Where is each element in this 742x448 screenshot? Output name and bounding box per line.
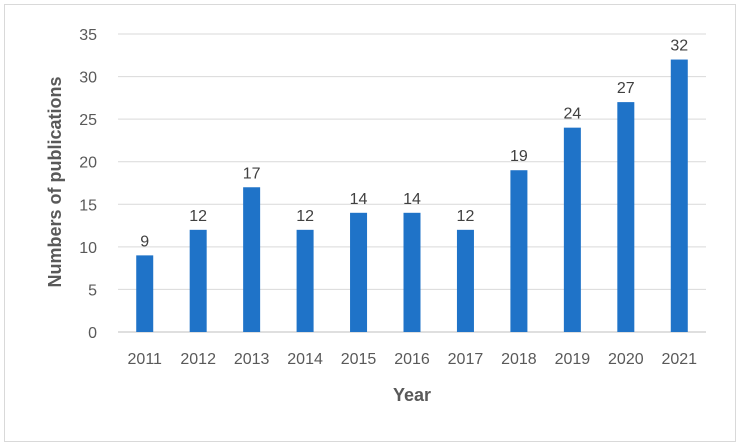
- bar: [563, 127, 581, 333]
- bar: [456, 229, 474, 332]
- bar: [136, 255, 154, 332]
- x-tick-label: 2013: [234, 351, 270, 368]
- bar: [403, 212, 421, 332]
- y-tick-label: 20: [79, 155, 97, 172]
- bars: [136, 59, 688, 333]
- y-tick-label: 25: [79, 112, 97, 129]
- bar: [296, 229, 314, 332]
- gridlines: [118, 33, 706, 333]
- y-tick-label: 15: [79, 197, 97, 214]
- x-tick-label: 2017: [448, 351, 484, 368]
- data-label: 32: [670, 38, 688, 55]
- y-axis-ticks: 0 5 10 15 20 25 30 35: [79, 27, 97, 342]
- bar: [189, 229, 207, 332]
- data-label: 17: [243, 165, 261, 182]
- data-label: 27: [617, 80, 635, 97]
- x-tick-label: 2020: [608, 351, 644, 368]
- x-tick-label: 2011: [128, 351, 163, 368]
- x-axis-ticks: 2011 2012 2013 2014 2015 2016 2017 2018 2019 2020…: [128, 351, 698, 368]
- data-label: 14: [403, 191, 421, 208]
- data-label: 12: [457, 208, 475, 225]
- data-label: 12: [189, 208, 207, 225]
- x-tick-label: 2015: [341, 351, 377, 368]
- data-label: 9: [140, 233, 149, 250]
- data-label: 14: [350, 191, 368, 208]
- y-axis-title: Numbers of publications: [45, 76, 65, 287]
- x-tick-label: 2014: [287, 351, 323, 368]
- x-tick-label: 2018: [501, 351, 537, 368]
- bar: [670, 59, 688, 333]
- y-tick-label: 35: [79, 27, 97, 44]
- bar: [510, 170, 528, 332]
- y-tick-label: 5: [88, 282, 97, 299]
- bar: [243, 187, 261, 332]
- x-tick-label: 2019: [555, 351, 591, 368]
- bar: [617, 102, 635, 332]
- bar: [350, 212, 368, 332]
- x-axis-title: Year: [393, 385, 431, 405]
- y-tick-label: 0: [88, 325, 97, 342]
- y-tick-label: 10: [79, 240, 97, 257]
- x-tick-label: 2012: [180, 351, 216, 368]
- x-tick-label: 2021: [661, 351, 697, 368]
- x-tick-label: 2016: [394, 351, 430, 368]
- y-tick-label: 30: [79, 70, 97, 87]
- data-labels: 9 12 17 12 14 14 12 19 24 27 32: [140, 38, 688, 251]
- data-label: 24: [563, 106, 581, 123]
- data-label: 12: [296, 208, 314, 225]
- data-label: 19: [510, 148, 528, 165]
